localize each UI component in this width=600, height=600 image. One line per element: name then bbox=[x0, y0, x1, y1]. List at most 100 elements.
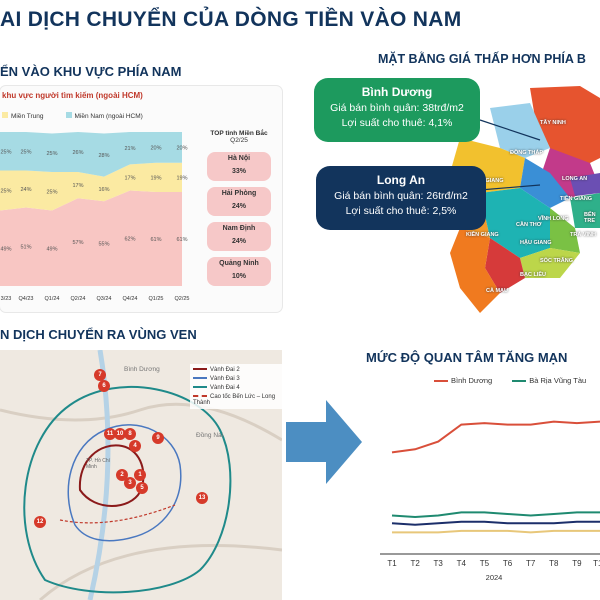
map-label-ca-mau: CÀ MAU bbox=[486, 288, 508, 294]
map-label-kien-giang: KIÊN GIANG bbox=[466, 232, 499, 238]
area-x-tick: Q2/25 bbox=[175, 296, 190, 302]
callout-lines bbox=[479, 119, 541, 191]
area-data-label: 20% bbox=[150, 145, 161, 151]
legend-expressway: Cao tốc Bến Lức – Long Thành bbox=[193, 394, 276, 406]
section-title-outskirts: N DỊCH CHUYỂN RA VÙNG VEN bbox=[0, 327, 197, 342]
top-north-title: TOP tỉnh Miền Bắc bbox=[210, 130, 268, 137]
area-data-label: 19% bbox=[176, 175, 187, 181]
area-data-label: 25% bbox=[20, 149, 31, 155]
legend-ring-3: Vành Đai 3 bbox=[193, 376, 281, 382]
legend-ring-2: Vành Đai 2 bbox=[193, 367, 281, 373]
line-x-tick: T10 bbox=[593, 559, 600, 568]
area-data-label: 25% bbox=[46, 189, 57, 195]
map-label-dong-thap: ĐỒNG THÁP bbox=[510, 150, 543, 156]
top-card-1: Hà Nội 33% bbox=[207, 152, 271, 181]
map-label-tay-ninh: TÂY NINH bbox=[540, 120, 566, 126]
area-data-label: 62% bbox=[124, 236, 135, 242]
top-card-2: Hải Phòng 24% bbox=[207, 187, 271, 216]
project-marker-12[interactable]: 12 bbox=[34, 516, 46, 528]
project-marker-8[interactable]: 8 bbox=[124, 428, 136, 440]
line-x-tick: T4 bbox=[457, 559, 467, 568]
ring-road-legend: Vành Đai 2 Vành Đai 3 Vành Đai 4 Cao tốc… bbox=[190, 364, 282, 409]
area-x-tick: Q4/23 bbox=[19, 296, 34, 302]
section-title-interest: MỨC ĐỘ QUAN TÂM TĂNG MẠN bbox=[366, 350, 568, 365]
area-data-label: 16% bbox=[98, 187, 109, 193]
area-data-label: 57% bbox=[72, 240, 83, 246]
line-x-tick: T1 bbox=[387, 559, 397, 568]
search-share-card: khu vực người tìm kiếm (ngoài HCM) Miền … bbox=[0, 86, 282, 312]
area-data-label: 20% bbox=[176, 145, 187, 151]
area-data-label: 28% bbox=[98, 153, 109, 159]
section-title-south-shift: ỂN VÀO KHU VỰC PHÍA NAM bbox=[0, 64, 182, 79]
project-marker-10[interactable]: 10 bbox=[114, 428, 126, 440]
map-label-soc-trang: SÓC TRĂNG bbox=[540, 258, 573, 264]
project-marker-6[interactable]: 6 bbox=[98, 380, 110, 392]
project-marker-3[interactable]: 3 bbox=[124, 477, 136, 489]
chart-legend: Miền Trung Miền Nam (ngoài HCM) bbox=[2, 112, 143, 120]
area-data-label: 49% bbox=[46, 246, 57, 252]
top-card-4: Quảng Ninh 10% bbox=[207, 257, 271, 286]
place-binh-duong: Bình Dương bbox=[124, 366, 160, 373]
area-series-2 bbox=[0, 132, 182, 177]
area-x-tick: Q1/24 bbox=[45, 296, 60, 302]
map-label-tien-giang: TIỀN GIANG bbox=[560, 196, 593, 202]
legend-item-mien-trung: Miền Trung bbox=[2, 112, 44, 120]
line-chart-legend: Bình Dương Bà Rịa Vũng Tàu bbox=[434, 376, 586, 385]
project-marker-11[interactable]: 11 bbox=[104, 428, 116, 440]
line-series-1 bbox=[391, 511, 600, 519]
legend-item-mien-nam: Miền Nam (ngoài HCM) bbox=[65, 112, 143, 120]
line-x-tick: T7 bbox=[526, 559, 536, 568]
line-x-tick: T6 bbox=[503, 559, 513, 568]
area-data-label: 25% bbox=[0, 149, 11, 155]
place-hcm: TP. Hồ Chí Minh bbox=[86, 458, 111, 470]
top-north-sub: Q2/25 bbox=[230, 137, 248, 144]
page-title: AI DỊCH CHUYỂN CỦA DÒNG TIỀN VÀO NAM bbox=[0, 8, 462, 31]
mekong-province-map bbox=[440, 86, 600, 313]
area-data-label: 25% bbox=[46, 151, 57, 157]
map-label-ben-tre: BẾN TRE bbox=[584, 212, 596, 224]
line-series-2 bbox=[391, 520, 600, 526]
area-data-label: 26% bbox=[72, 150, 83, 156]
line-x-tick: T2 bbox=[410, 559, 420, 568]
legend-binh-duong: Bình Dương bbox=[434, 376, 492, 385]
area-series-0 bbox=[0, 190, 182, 286]
section-title-lower-price: MẶT BẰNG GIÁ THẤP HƠN PHÍA B bbox=[378, 52, 586, 66]
area-data-label: 25% bbox=[0, 189, 11, 195]
map-label-vinh-long: VĨNH LONG bbox=[538, 216, 569, 222]
line-series-0 bbox=[391, 420, 600, 454]
area-data-label: 61% bbox=[150, 237, 161, 243]
area-x-tick: Q2/24 bbox=[71, 296, 86, 302]
project-marker-1[interactable]: 1 bbox=[134, 469, 146, 481]
project-marker-4[interactable]: 4 bbox=[129, 440, 141, 452]
top-card-3: Nam Định 24% bbox=[207, 222, 271, 251]
project-marker-9[interactable]: 9 bbox=[152, 432, 164, 444]
chart-title: khu vực người tìm kiếm (ngoài HCM) bbox=[2, 91, 143, 100]
line-series-3 bbox=[392, 529, 600, 534]
area-series-1 bbox=[0, 162, 182, 211]
area-data-label: 49% bbox=[0, 246, 11, 252]
line-x-tick: T9 bbox=[572, 559, 582, 568]
area-data-label: 17% bbox=[124, 175, 135, 181]
area-data-label: 21% bbox=[124, 146, 135, 152]
place-dong-nai: Đồng Nai bbox=[196, 432, 224, 439]
project-marker-7[interactable]: 7 bbox=[94, 369, 106, 381]
line-year-label: 2024 bbox=[486, 573, 503, 582]
line-x-tick: T8 bbox=[549, 559, 559, 568]
area-data-label: 17% bbox=[72, 183, 83, 189]
line-x-tick: T5 bbox=[480, 559, 490, 568]
bubble-binh-duong: Bình Dương Giá bán bình quân: 38trđ/m2 L… bbox=[314, 78, 480, 142]
interest-line-chart: T1 T2 T3 T4 T5 T6 T7 T8 T9 T10 2024 bbox=[380, 420, 600, 582]
map-label-bac-lieu: BẠC LIÊU bbox=[520, 272, 546, 278]
map-label-tra-vinh: TRÀ VINH bbox=[570, 232, 596, 238]
area-data-label: 51% bbox=[20, 245, 31, 251]
flow-arrow-icon bbox=[286, 400, 362, 484]
project-marker-5[interactable]: 5 bbox=[136, 482, 148, 494]
map-label-long-an: LONG AN bbox=[562, 176, 588, 182]
bubble-long-an: Long An Giá bán bình quân: 26trđ/m2 Lợi … bbox=[316, 166, 486, 230]
line-x-tick: T3 bbox=[434, 559, 444, 568]
project-marker-13[interactable]: 13 bbox=[196, 492, 208, 504]
area-data-label: 55% bbox=[98, 242, 109, 248]
area-data-label: 24% bbox=[20, 187, 31, 193]
area-x-tick: Q4/24 bbox=[123, 296, 138, 302]
area-data-label: 19% bbox=[150, 175, 161, 181]
